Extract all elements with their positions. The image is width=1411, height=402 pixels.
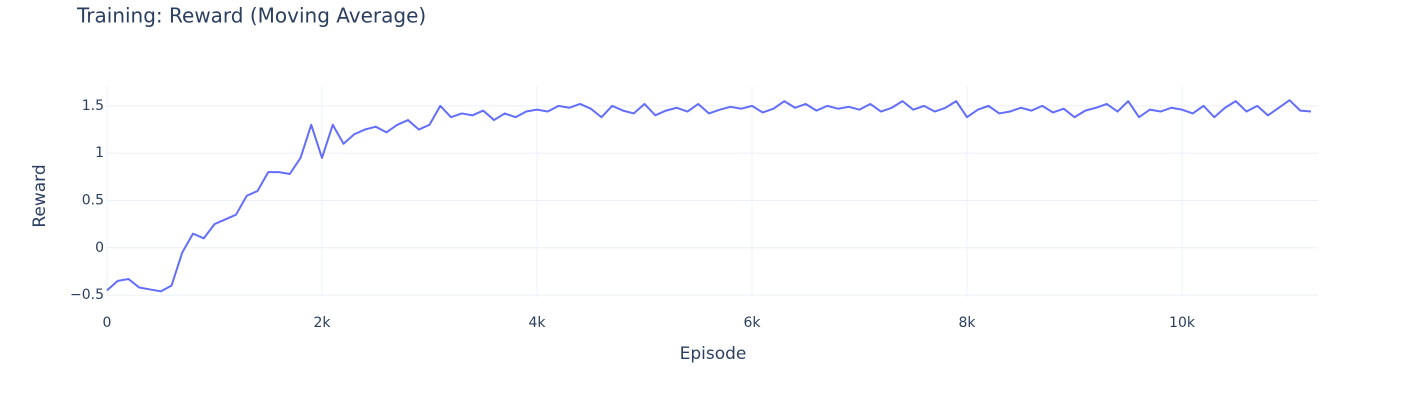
y-tick-label: −0.5 xyxy=(70,287,104,303)
x-tick-label: 10k xyxy=(1169,315,1196,331)
x-tick-label: 4k xyxy=(528,315,546,331)
line xyxy=(106,99,1312,293)
y-tick-label: 0 xyxy=(95,240,104,256)
x-tick-label: 8k xyxy=(959,315,977,331)
x-axis-title: Episode xyxy=(680,344,747,364)
y-tick-label: 0.5 xyxy=(82,192,104,208)
y-tick-label: 1.5 xyxy=(82,98,104,114)
x-tick-label: 6k xyxy=(743,315,761,331)
x-tick-label: 0 xyxy=(103,315,112,331)
y-axis-title: Reward xyxy=(30,164,50,227)
x-tick-label: 2k xyxy=(313,315,331,331)
y-tick-label: 1 xyxy=(95,145,104,161)
chart-title: Training: Reward (Moving Average) xyxy=(76,4,426,28)
